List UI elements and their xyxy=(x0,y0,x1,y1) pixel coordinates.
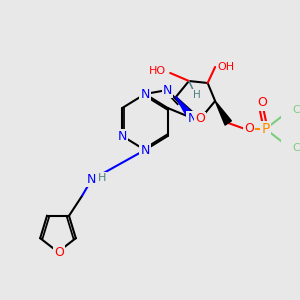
Text: N: N xyxy=(87,173,96,186)
Text: N: N xyxy=(187,112,197,124)
Text: N: N xyxy=(140,88,150,100)
Text: Cl: Cl xyxy=(292,143,300,153)
Text: HO: HO xyxy=(148,66,166,76)
Text: O: O xyxy=(54,245,64,259)
Text: H: H xyxy=(193,90,200,100)
Text: O: O xyxy=(257,97,267,110)
Text: N: N xyxy=(118,130,127,142)
Polygon shape xyxy=(215,101,231,125)
Text: OH: OH xyxy=(218,62,235,72)
Polygon shape xyxy=(176,97,195,121)
Text: P: P xyxy=(262,122,270,136)
Text: O: O xyxy=(244,122,254,136)
Text: Cl: Cl xyxy=(292,105,300,115)
Text: O: O xyxy=(195,112,205,125)
Text: N: N xyxy=(140,143,150,157)
Text: N: N xyxy=(163,83,172,97)
Text: H: H xyxy=(98,173,106,183)
